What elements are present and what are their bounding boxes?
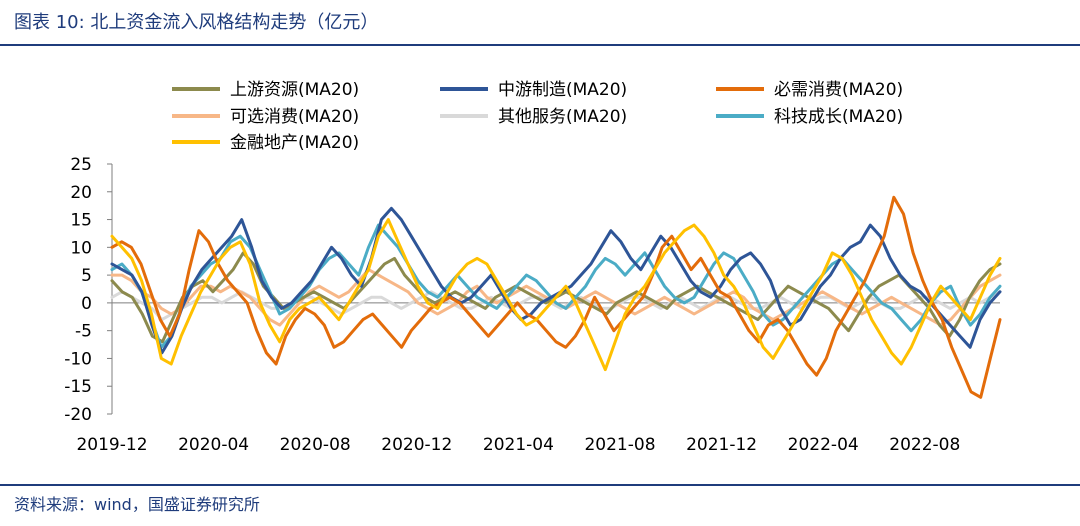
series-line <box>110 195 1002 399</box>
legend-label: 中游制造(MA20) <box>498 80 627 100</box>
chart: 上游资源(MA20) 中游制造(MA20) 必需消费(MA20) 可选消费(MA20)… <box>64 80 1002 455</box>
x-tick-label: 2022-04 <box>788 435 859 455</box>
legend-label: 上游资源(MA20) <box>230 80 359 100</box>
x-tick-label: 2020-12 <box>381 435 452 455</box>
x-axis: 2019-12 2020-04 2020-08 2020-12 2021-04 2021-… <box>76 302 1000 455</box>
x-tick-label: 2021-12 <box>686 435 757 455</box>
y-tick-label: 5 <box>81 266 92 286</box>
footer-divider <box>0 484 1080 486</box>
page-title: 图表 10: 北上资金流入风格结构走势（亿元） <box>14 12 379 33</box>
y-tick-label: 15 <box>70 211 92 231</box>
y-tick-label: 10 <box>70 238 92 258</box>
plot-lines <box>110 195 1002 399</box>
series-line <box>110 218 1002 372</box>
title-divider <box>0 44 1080 46</box>
legend-label: 金融地产(MA20) <box>230 133 359 153</box>
source-note: 资料来源：wind，国盛证券研究所 <box>14 495 260 514</box>
x-tick-label: 2022-08 <box>889 435 960 455</box>
legend-label: 科技成长(MA20) <box>774 107 903 127</box>
x-tick-label: 2020-08 <box>280 435 351 455</box>
y-tick-label: 25 <box>70 155 92 175</box>
x-tick-label: 2020-04 <box>178 435 249 455</box>
x-tick-label: 2021-04 <box>483 435 554 455</box>
y-axis: 25 20 15 10 5 0 -5 -10 -15 -20 <box>64 155 113 425</box>
y-tick-label: 20 <box>70 183 92 203</box>
legend-label: 可选消费(MA20) <box>230 107 359 127</box>
legend-label: 必需消费(MA20) <box>774 80 903 100</box>
x-tick-label: 2019-12 <box>76 435 147 455</box>
y-tick-label: -20 <box>64 405 92 425</box>
y-tick-label: -15 <box>64 377 92 397</box>
series-line <box>110 206 1002 355</box>
legend: 上游资源(MA20) 中游制造(MA20) 必需消费(MA20) 可选消费(MA20)… <box>172 80 903 153</box>
series-line <box>110 223 1002 349</box>
y-tick-label: -10 <box>64 349 92 369</box>
y-tick-label: -5 <box>75 322 92 342</box>
x-tick-label: 2021-08 <box>584 435 655 455</box>
y-tick-label: 0 <box>81 294 92 314</box>
legend-label: 其他服务(MA20) <box>498 107 627 127</box>
